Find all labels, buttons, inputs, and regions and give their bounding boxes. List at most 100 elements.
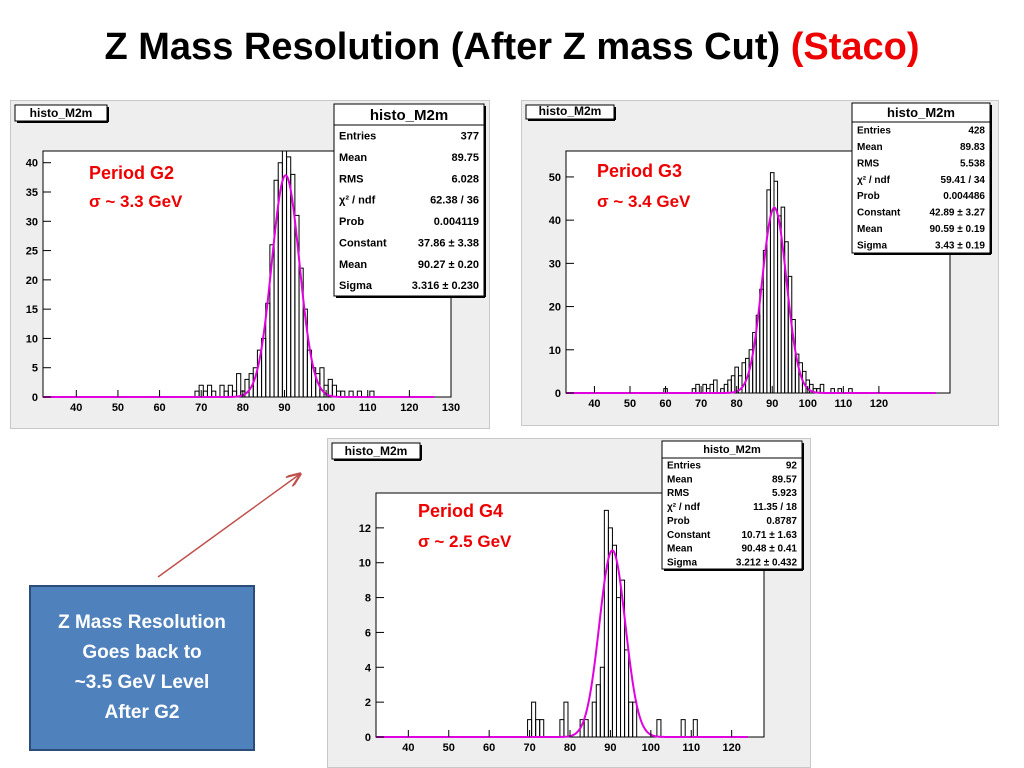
stats-key: Constant	[857, 208, 901, 219]
y-tick-label: 50	[549, 172, 561, 184]
period-label: Period G3	[597, 161, 682, 181]
stats-key: χ² / ndf	[339, 195, 376, 207]
stats-key: Mean	[667, 474, 693, 485]
stats-key: Prob	[339, 216, 364, 228]
stats-key: χ² / ndf	[667, 502, 701, 513]
y-tick-label: 2	[365, 697, 371, 709]
histogram-panel-g3: 40 50 60 70 80 90 100 110 120 0 10 20 30 40 50 histo_M2…	[521, 100, 999, 426]
stats-value: 92	[786, 460, 798, 471]
y-tick-label: 10	[26, 333, 38, 345]
stats-key: Constant	[339, 237, 387, 249]
histogram-name-label: histo_M2m	[539, 104, 602, 118]
stats-key: Entries	[857, 126, 891, 137]
histogram-svg: 40 50 60 70 80 90 100 110 120 0 10 20 30 40 50 histo_M2…	[525, 102, 992, 410]
histogram-bin	[819, 383, 825, 393]
histogram-svg: 40 50 60 70 80 90 100 110 120 0 2 4 6 8 10 12 histo_M2m P…	[331, 440, 804, 754]
histogram-bin	[539, 719, 545, 737]
stats-title: histo_M2m	[703, 444, 761, 456]
histogram-bin	[348, 390, 354, 397]
y-tick-label: 35	[26, 187, 38, 199]
stats-key: χ² / ndf	[857, 175, 891, 186]
y-tick-label: 5	[32, 363, 38, 375]
histogram-panel-g2: 40 50 60 70 80 90 100 110 120 130 0 5 10 15 20 25 30 35 40…	[10, 100, 490, 429]
stats-value: 62.38 / 36	[430, 195, 479, 207]
stats-value: 3.43 ± 0.19	[935, 240, 985, 251]
y-tick-label: 6	[365, 627, 371, 639]
histogram-bin	[236, 373, 242, 397]
note-line-3: ~3.5 GeV Level	[74, 672, 210, 693]
stats-key: Entries	[667, 460, 701, 471]
y-tick-label: 20	[26, 275, 38, 287]
x-tick-label: 100	[799, 398, 817, 410]
x-tick-label: 60	[483, 742, 495, 754]
stats-value: 5.538	[960, 158, 985, 169]
histogram-bin	[848, 388, 853, 393]
x-tick-label: 110	[834, 398, 852, 410]
x-tick-label: 90	[604, 742, 616, 754]
x-tick-label: 80	[237, 402, 249, 414]
x-tick-label: 110	[359, 402, 377, 414]
histogram-bin	[656, 719, 662, 737]
stats-key: Sigma	[857, 240, 887, 251]
sigma-label: σ ~ 3.4 GeV	[597, 192, 691, 211]
x-tick-label: 70	[195, 402, 207, 414]
stats-title: histo_M2m	[887, 105, 955, 120]
stats-value: 377	[461, 131, 479, 143]
stats-value: 3.212 ± 0.432	[736, 558, 798, 569]
x-tick-label: 80	[731, 398, 743, 410]
stats-value: 5.923	[772, 488, 797, 499]
x-tick-label: 40	[402, 742, 414, 754]
stats-key: Entries	[339, 131, 376, 143]
histogram-bin	[680, 719, 686, 737]
stats-box-frame	[661, 440, 803, 570]
stats-value: 6.028	[451, 173, 479, 185]
x-tick-label: 70	[523, 742, 535, 754]
histogram-panel-g4: 40 50 60 70 80 90 100 110 120 0 2 4 6 8 10 12 histo_M2m P…	[327, 438, 811, 768]
stats-value: 89.75	[451, 152, 479, 164]
y-tick-label: 0	[32, 392, 38, 404]
slide-title: Z Mass Resolution (After Z mass Cut) (St…	[0, 26, 1024, 69]
x-tick-label: 110	[682, 742, 700, 754]
y-tick-label: 0	[555, 388, 561, 400]
x-tick-label: 100	[317, 402, 335, 414]
histogram-bin	[563, 701, 569, 737]
note-line-4: After G2	[104, 702, 180, 723]
period-label: Period G2	[89, 163, 174, 183]
histogram-name-label: histo_M2m	[345, 444, 408, 458]
stats-key: Mean	[667, 544, 693, 555]
gaussian-fit-curve	[376, 549, 748, 738]
stats-key: Mean	[857, 224, 883, 235]
stats-key: RMS	[339, 173, 363, 185]
y-tick-label: 0	[365, 732, 371, 744]
x-tick-label: 50	[443, 742, 455, 754]
stats-key: Sigma	[339, 280, 373, 292]
y-tick-label: 40	[549, 215, 561, 227]
y-tick-label: 12	[359, 523, 371, 535]
stats-value: 37.86 ± 3.38	[418, 237, 479, 249]
stats-value: 0.004486	[943, 191, 985, 202]
x-tick-label: 80	[564, 742, 576, 754]
histogram-bin	[830, 388, 835, 393]
stats-key: Mean	[339, 152, 367, 164]
stats-value: 90.27 ± 0.20	[418, 259, 479, 271]
stats-key: Mean	[339, 259, 367, 271]
x-tick-label: 60	[659, 398, 671, 410]
histogram-bin	[713, 379, 718, 393]
stats-value: 90.59 ± 0.19	[929, 224, 985, 235]
histogram-bin	[319, 367, 325, 397]
x-tick-label: 90	[278, 402, 290, 414]
stats-key: Prob	[667, 516, 690, 527]
y-tick-label: 30	[549, 258, 561, 270]
period-label: Period G4	[418, 501, 503, 521]
histogram-bin	[692, 719, 698, 737]
stats-value: 428	[968, 126, 985, 137]
y-tick-label: 8	[365, 593, 371, 605]
histogram-bin	[837, 388, 843, 393]
histogram-bin	[624, 649, 630, 737]
stats-value: 11.35 / 18	[753, 502, 797, 513]
stats-value: 89.83	[960, 142, 985, 153]
slide-title-main: Z Mass Resolution (After Z mass Cut)	[104, 26, 791, 68]
histogram-bins	[527, 509, 698, 737]
histogram-bin	[356, 390, 362, 397]
